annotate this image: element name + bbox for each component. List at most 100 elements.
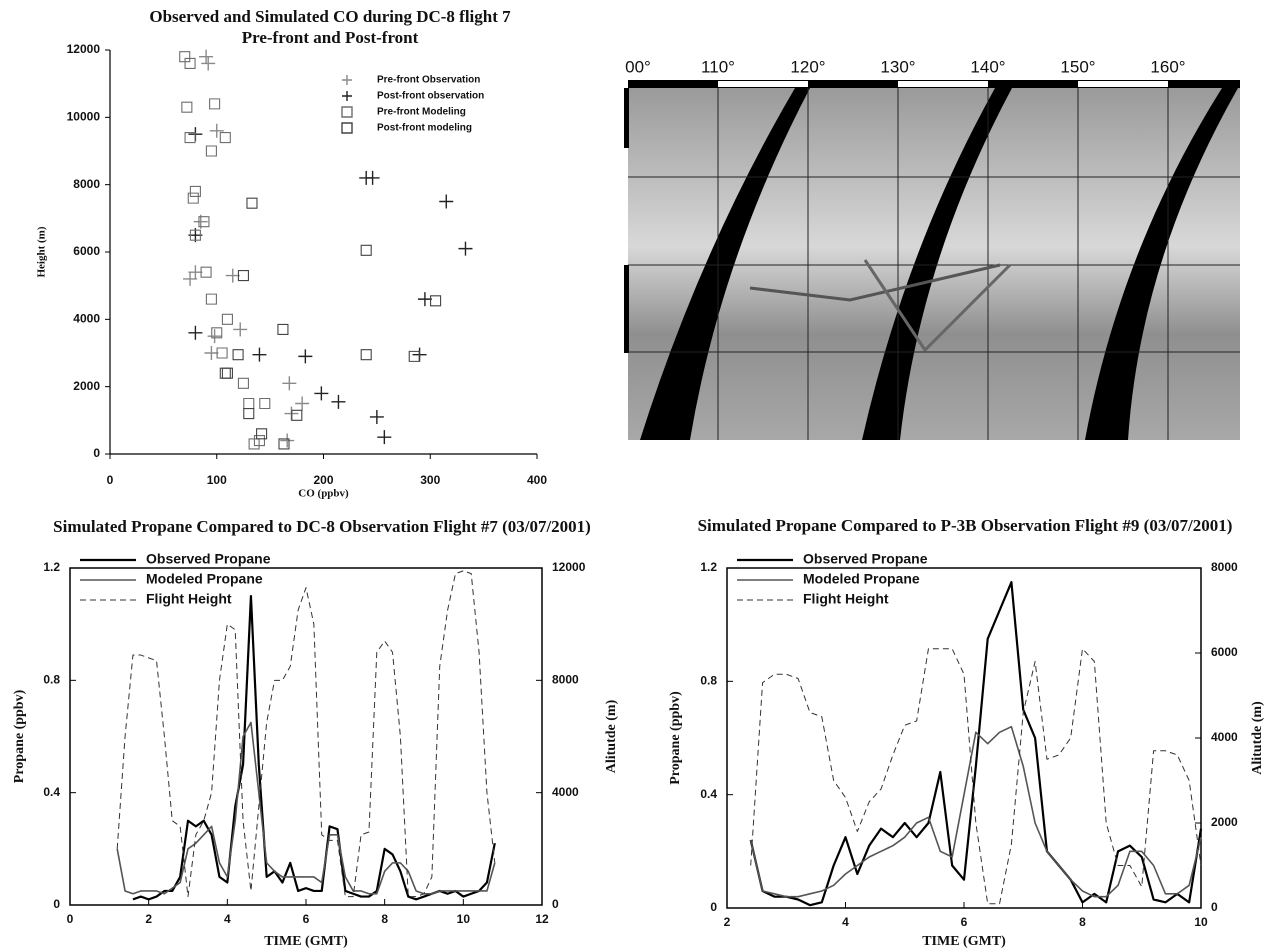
x-tick-label: 300 — [420, 473, 440, 487]
x-axis-label: TIME (GMT) — [922, 934, 1006, 949]
legend-label: Post-front modeling — [377, 123, 472, 134]
map-border — [624, 265, 629, 353]
legend-label: Modeled Propane — [146, 571, 263, 587]
y-tick-label: 2000 — [73, 379, 100, 393]
scatter-point — [237, 270, 249, 282]
y2-tick-label: 12000 — [552, 560, 586, 574]
scatter-point — [207, 329, 222, 344]
scatter-point — [237, 377, 249, 389]
longitude-label: 110° — [701, 57, 735, 76]
longitude-label: 160° — [1150, 57, 1185, 76]
x-tick-label: 6 — [961, 915, 968, 929]
scatter-point — [277, 323, 289, 335]
legend-label: Pre-front Modeling — [377, 107, 466, 118]
scatter-point — [221, 313, 233, 325]
scatter-point — [232, 349, 244, 361]
x-tick-label: 8 — [1079, 915, 1086, 929]
chart-subtitle: Pre-front and Post-front — [242, 28, 419, 47]
scatter-point — [187, 192, 199, 204]
scatter-point — [243, 408, 255, 420]
x-tick-label: 400 — [527, 473, 547, 487]
y2-axis-label: Alitutde (m) — [1250, 701, 1265, 775]
legend-marker — [341, 122, 353, 134]
scatter-point — [360, 349, 372, 361]
scatter-point — [408, 350, 420, 362]
y2-tick-label: 0 — [552, 897, 559, 911]
scatter-point — [282, 376, 297, 391]
scatter-point — [181, 101, 193, 113]
scatter-point — [430, 295, 442, 307]
chart-title: Simulated Propane Compared to DC-8 Obser… — [53, 517, 591, 536]
scatter-point — [219, 131, 231, 144]
scatter-point — [253, 434, 265, 447]
longitude-label: 140° — [970, 57, 1005, 76]
scatter-point — [243, 397, 255, 410]
satellite-map: 00° 110° 120° 130° 140° 150° 160° — [624, 57, 1240, 440]
scatter-point — [189, 229, 201, 241]
x-tick-label: 10 — [457, 912, 471, 926]
scatter-point — [252, 347, 267, 362]
scatter-point — [183, 271, 198, 286]
scatter-point — [246, 197, 258, 209]
scatter-point — [204, 346, 219, 360]
scatter-point — [458, 241, 473, 256]
y2-tick-label: 0 — [1211, 900, 1218, 914]
scatter-point — [209, 98, 221, 110]
scatter-point — [221, 367, 233, 379]
y2-tick-label: 2000 — [1211, 815, 1238, 829]
map-grid — [628, 88, 1240, 440]
scatter-point — [278, 438, 290, 450]
map-border — [898, 81, 988, 87]
y2-tick-label: 8000 — [552, 673, 579, 687]
longitude-label: 130° — [880, 57, 915, 76]
x-tick-label: 100 — [207, 473, 227, 487]
scatter-point — [189, 185, 201, 197]
legend-label: Modeled Propane — [803, 571, 920, 587]
scatter-point — [439, 194, 454, 209]
legend-marker — [342, 75, 352, 85]
scatter-point — [369, 409, 384, 424]
scatter-point — [199, 49, 214, 64]
y2-tick-label: 8000 — [1211, 560, 1238, 574]
scatter-point — [200, 266, 212, 278]
series-line — [116, 721, 496, 895]
scatter-point — [205, 293, 217, 305]
x-tick-label: 2 — [724, 915, 731, 929]
scatter-point — [291, 409, 303, 421]
map-border — [1078, 81, 1168, 87]
longitude-label: 150° — [1060, 57, 1095, 76]
scatter-point — [417, 292, 432, 307]
scatter-point — [198, 216, 210, 228]
scatter-point — [225, 268, 240, 283]
y-tick-label: 0.4 — [43, 785, 60, 799]
scatter-point — [188, 325, 203, 340]
chart-title: Simulated Propane Compared to P-3B Obser… — [698, 516, 1233, 535]
scatter-point — [259, 397, 271, 410]
y-tick-label: 0.8 — [43, 673, 60, 687]
y-tick-label: 8000 — [73, 177, 100, 191]
legend-label: Post-front observation — [377, 91, 484, 102]
longitude-label: 00° — [625, 57, 651, 76]
x-tick-label: 4 — [224, 912, 231, 926]
x-tick-label: 10 — [1194, 915, 1208, 929]
y2-axis-label: Alitutde (m) — [604, 699, 619, 773]
legend-label: Observed Propane — [803, 551, 928, 567]
y-tick-label: 0 — [710, 900, 717, 914]
y-tick-label: 10000 — [67, 110, 101, 124]
x-tick-label: 0 — [107, 473, 114, 487]
map-border — [718, 81, 808, 87]
scatter-point — [314, 386, 329, 401]
plot-frame — [69, 567, 543, 906]
scatter-point — [233, 322, 248, 337]
x-tick-label: 4 — [842, 915, 849, 929]
y-tick-label: 1.2 — [700, 560, 717, 574]
flight-track — [863, 259, 1012, 353]
scatter-point — [201, 56, 216, 71]
y-tick-label: 0.4 — [700, 787, 717, 801]
scatter-point — [256, 428, 268, 440]
legend-marker — [341, 106, 353, 118]
map-border — [624, 88, 629, 148]
x-tick-label: 2 — [145, 912, 152, 926]
